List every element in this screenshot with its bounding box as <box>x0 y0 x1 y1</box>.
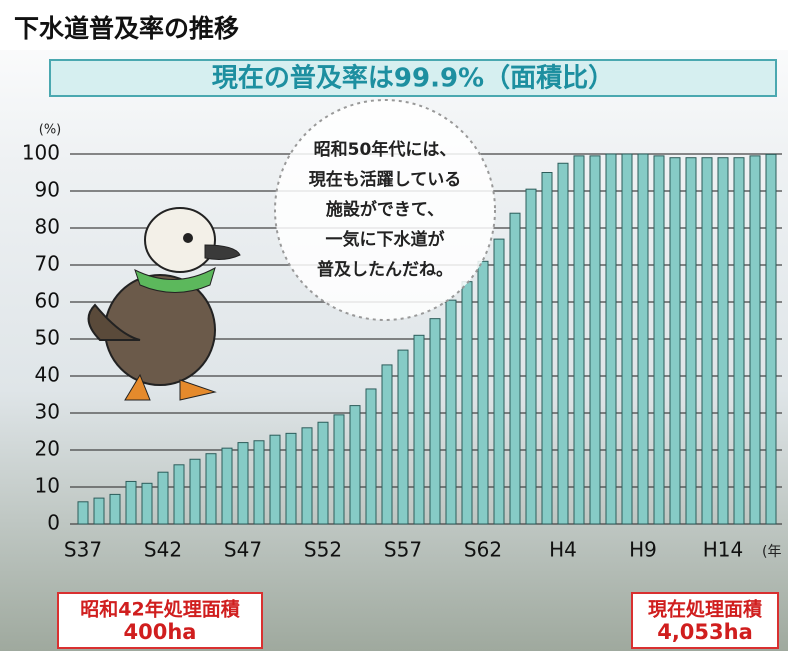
note-value: 4,053ha <box>657 620 753 644</box>
x-unit: (年 <box>762 544 781 560</box>
bar <box>526 189 536 524</box>
bar <box>494 239 504 524</box>
bar <box>398 350 408 524</box>
bar <box>286 433 296 524</box>
bar <box>206 454 216 524</box>
bar <box>142 483 152 524</box>
x-tick-label: S62 <box>464 538 502 562</box>
bar <box>670 158 680 524</box>
bar <box>750 156 760 524</box>
bubble-line: 現在も活躍している <box>309 169 462 190</box>
bar <box>414 335 424 524</box>
x-tick-label: S37 <box>64 538 102 562</box>
bar <box>686 158 696 524</box>
bar <box>558 163 568 524</box>
bar <box>254 441 264 524</box>
note-label: 昭和42年処理面積 <box>80 598 239 621</box>
bar <box>334 415 344 524</box>
y-tick-label: 50 <box>35 326 60 350</box>
bar <box>542 173 552 525</box>
bar <box>718 158 728 524</box>
y-tick-label: 0 <box>47 511 60 535</box>
bar <box>590 156 600 524</box>
y-tick-label: 60 <box>35 289 60 313</box>
subtitle: 現在の普及率は99.9%（面積比） <box>212 63 614 94</box>
y-tick-label: 10 <box>35 474 60 498</box>
bar <box>302 428 312 524</box>
y-tick-label: 20 <box>35 437 60 461</box>
bar <box>654 156 664 524</box>
bar <box>174 465 184 524</box>
x-tick-label: S47 <box>224 538 262 562</box>
y-tick-label: 70 <box>35 252 60 276</box>
bar <box>638 154 648 524</box>
bar <box>110 494 120 524</box>
bar <box>734 158 744 524</box>
chart: 下水道普及率の推移 現在の普及率は99.9%（面積比） (%) (年 0 10 20… <box>0 0 788 651</box>
bar <box>574 156 584 524</box>
x-tick-label: H4 <box>549 538 577 562</box>
x-tick-label: H14 <box>703 538 744 562</box>
y-tick-label: 100 <box>22 141 60 165</box>
bar <box>366 389 376 524</box>
bar <box>510 213 520 524</box>
bar <box>94 498 104 524</box>
bar <box>702 158 712 524</box>
bubble-line: 施設ができて、 <box>326 199 444 220</box>
bar <box>446 300 456 524</box>
bar <box>158 472 168 524</box>
bar <box>622 154 632 524</box>
bar <box>350 406 360 524</box>
y-unit: (%) <box>39 123 62 138</box>
bubble-line: 昭和50年代には、 <box>314 139 457 160</box>
bar <box>606 154 616 524</box>
bar <box>78 502 88 524</box>
y-tick-label: 90 <box>35 178 60 202</box>
x-tick-label: S57 <box>384 538 422 562</box>
bubble-line: 普及したんだね。 <box>317 259 453 280</box>
bar <box>382 365 392 524</box>
bar <box>190 459 200 524</box>
bar <box>238 443 248 524</box>
x-tick-label: S52 <box>304 538 342 562</box>
bar <box>462 282 472 524</box>
x-tick-label: S42 <box>144 538 182 562</box>
bar <box>318 422 328 524</box>
bar <box>478 261 488 524</box>
bar <box>126 481 136 524</box>
y-tick-label: 40 <box>35 363 60 387</box>
bar <box>222 448 232 524</box>
bar <box>766 154 776 524</box>
bubble-line: 一気に下水道が <box>326 229 445 250</box>
note-value: 400ha <box>124 620 197 644</box>
chart-title: 下水道普及率の推移 <box>14 14 239 43</box>
bar <box>270 435 280 524</box>
y-tick-label: 30 <box>35 400 60 424</box>
bar <box>430 319 440 524</box>
note-label: 現在処理面積 <box>648 598 762 621</box>
x-tick-label: H9 <box>629 538 657 562</box>
y-tick-label: 80 <box>35 215 60 239</box>
